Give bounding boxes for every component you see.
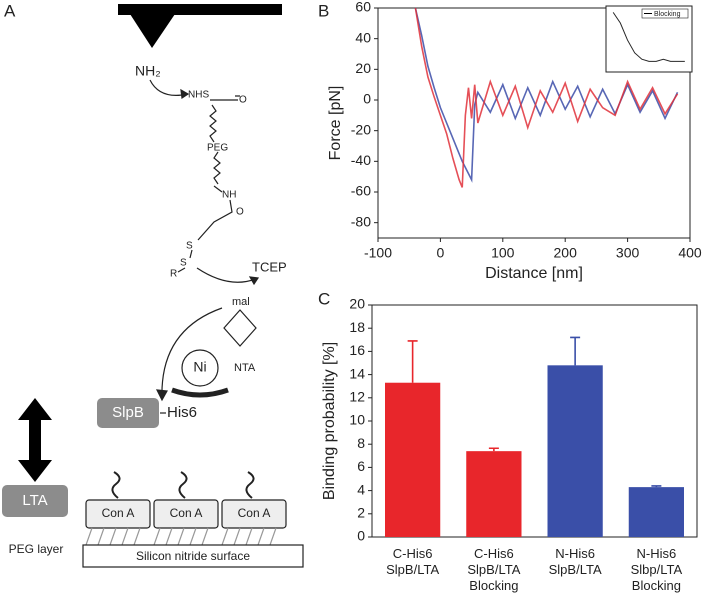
y-tick-label: 60: [355, 0, 371, 15]
y-axis-label: Binding probability [%]: [321, 342, 338, 500]
x-axis-label: Distance [nm]: [485, 265, 583, 282]
y-tick-label: 2: [357, 505, 365, 521]
label: Con A: [238, 506, 271, 520]
y-tick-label: -20: [351, 121, 371, 137]
y-tick-label: 40: [355, 29, 371, 45]
bar: [628, 487, 684, 537]
x-tick-label: N-His6 Slbp/LTA Blocking: [630, 546, 683, 593]
label: NH₂: [135, 63, 161, 79]
label: NH: [222, 190, 236, 201]
x-tick-label: 0: [437, 245, 445, 261]
panel-label: B: [318, 1, 329, 20]
label: PEG layer: [9, 542, 64, 556]
y-tick-label: 4: [357, 481, 365, 497]
panel-label: C: [318, 289, 330, 308]
label: TCEP: [252, 259, 287, 274]
error-bar: [570, 336, 581, 366]
legend-label: Blocking: [654, 11, 681, 18]
label: NTA: [234, 362, 256, 374]
label: PEG: [207, 143, 228, 154]
label: S: [186, 241, 193, 252]
y-tick-label: 0: [357, 528, 365, 544]
y-tick-label: -80: [351, 213, 371, 229]
y-tick-label: 14: [349, 365, 365, 381]
label: Con A: [102, 506, 135, 520]
y-tick-label: 8: [357, 435, 365, 451]
label: Silicon nitride surface: [136, 549, 250, 563]
label: NHS: [188, 90, 209, 101]
x-tick-label: -100: [364, 245, 392, 261]
label: O: [239, 95, 247, 106]
line-series: [612, 12, 685, 62]
x-tick-label: 400: [678, 245, 702, 261]
error-bar: [488, 447, 499, 452]
diagram-labels: NH₂ NHS O PEG NH O S S R TCEP mal NTA Ni…: [9, 63, 287, 563]
x-tick-label: N-His6 SlpB/LTA: [548, 546, 602, 577]
label: Con A: [170, 506, 203, 520]
y-tick-label: 20: [355, 60, 371, 76]
y-tick-label: 16: [349, 342, 365, 358]
x-tick-label: 200: [554, 245, 578, 261]
error-bar: [651, 485, 662, 488]
y-tick-label: 18: [349, 319, 365, 335]
label: R: [170, 269, 177, 280]
error-bar: [407, 340, 418, 383]
label: S: [180, 258, 187, 269]
y-tick-label: -40: [351, 152, 371, 168]
bar: [547, 365, 603, 537]
label: SlpB: [112, 404, 144, 421]
y-tick-label: -60: [351, 183, 371, 199]
diagram: [2, 4, 304, 568]
y-axis-label: Force [pN]: [327, 86, 344, 161]
label: mal: [232, 296, 250, 308]
y-tick-label: 10: [349, 412, 365, 428]
x-tick-label: C-His6 SlpB/LTA: [386, 546, 440, 577]
y-tick-label: 12: [349, 389, 365, 405]
y-tick-label: 20: [349, 296, 365, 312]
label: Ni: [193, 359, 206, 375]
x-tick-label: 100: [491, 245, 515, 261]
x-tick-label: 300: [616, 245, 640, 261]
label: LTA: [22, 492, 47, 509]
line-series: [414, 7, 679, 188]
y-tick-label: 0: [363, 91, 371, 107]
y-tick-label: 6: [357, 458, 365, 474]
label: His6: [167, 404, 197, 421]
legend-box: [641, 8, 689, 19]
panel-label: A: [4, 1, 16, 20]
label: O: [236, 207, 244, 218]
bar: [466, 451, 522, 537]
x-tick-label: C-His6 SlpB/LTA Blocking: [467, 546, 521, 593]
bar: [385, 382, 441, 537]
